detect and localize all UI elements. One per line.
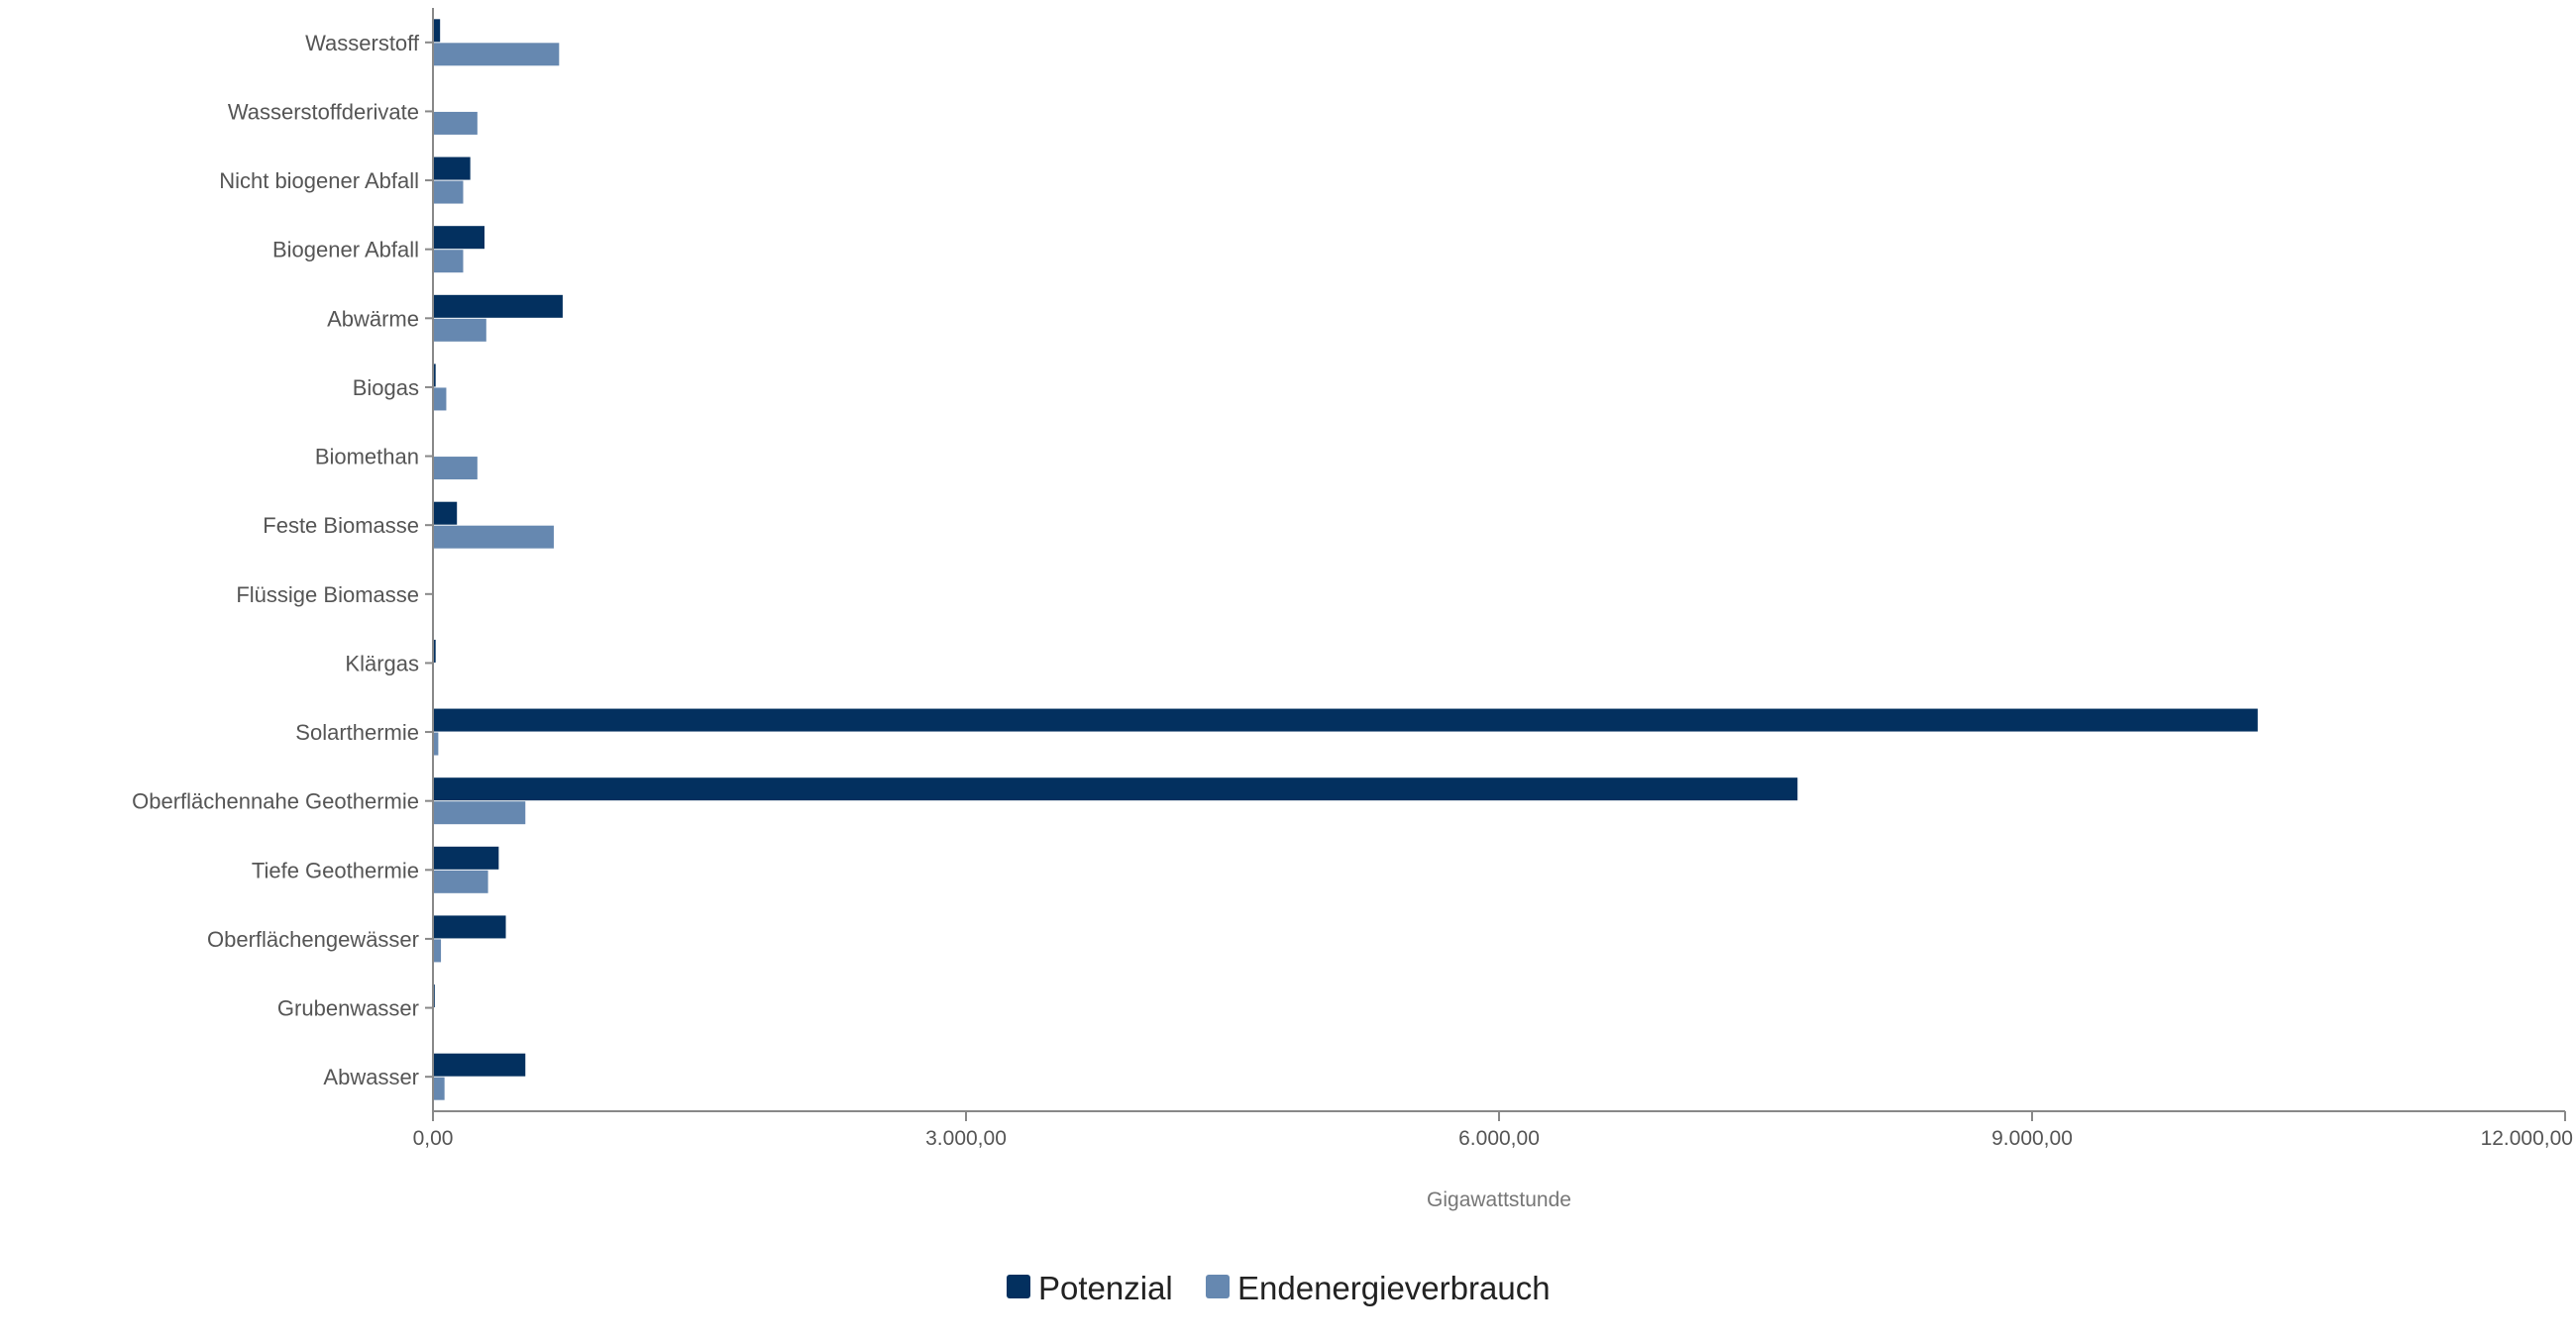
legend-swatch-potenzial[interactable] xyxy=(1007,1275,1030,1298)
bar-potenzial[interactable] xyxy=(433,708,2258,732)
bar-endenergieverbrauch[interactable] xyxy=(433,387,447,411)
bar-potenzial[interactable] xyxy=(433,501,458,525)
x-tick-label: 6.000,00 xyxy=(1458,1127,1540,1150)
category-label: Biogener Abfall xyxy=(272,238,419,262)
bar-endenergieverbrauch[interactable] xyxy=(433,457,478,480)
x-axis-title: Gigawattstunde xyxy=(1427,1188,1571,1211)
legend-label-endenergieverbrauch[interactable]: Endenergieverbrauch xyxy=(1237,1270,1551,1306)
x-tick-label: 3.000,00 xyxy=(925,1127,1007,1150)
category-label: Wasserstoff xyxy=(305,31,420,55)
bar-potenzial[interactable] xyxy=(433,639,436,663)
category-label: Oberflächennahe Geothermie xyxy=(132,789,419,814)
bar-potenzial[interactable] xyxy=(433,294,563,318)
bars-group xyxy=(433,19,2258,1100)
category-label: Tiefe Geothermie xyxy=(252,858,419,882)
bar-potenzial[interactable] xyxy=(433,777,1798,801)
bar-endenergieverbrauch[interactable] xyxy=(433,732,439,756)
legend-swatch-endenergieverbrauch[interactable] xyxy=(1206,1275,1230,1298)
category-label: Solarthermie xyxy=(295,720,419,745)
x-tick-label: 12.000,00 xyxy=(2481,1127,2573,1150)
bar-endenergieverbrauch[interactable] xyxy=(433,525,554,549)
bar-endenergieverbrauch[interactable] xyxy=(433,870,488,893)
category-label: Flüssige Biomasse xyxy=(236,582,419,607)
category-label: Abwasser xyxy=(323,1065,419,1089)
bar-potenzial[interactable] xyxy=(433,226,485,250)
bar-potenzial[interactable] xyxy=(433,915,506,939)
legend-label-potenzial[interactable]: Potenzial xyxy=(1038,1270,1173,1306)
axes-group xyxy=(432,8,2565,1112)
category-label: Wasserstoffderivate xyxy=(228,99,419,124)
x-axis-ticks: 0,00 3.000,00 6.000,00 9.000,00 12.000,00 xyxy=(413,1111,2573,1150)
bar-endenergieverbrauch[interactable] xyxy=(433,111,478,135)
bar-potenzial[interactable] xyxy=(433,1053,526,1077)
x-tick-label: 9.000,00 xyxy=(1991,1127,2073,1150)
bar-endenergieverbrauch[interactable] xyxy=(433,801,526,825)
bar-endenergieverbrauch[interactable] xyxy=(433,250,464,273)
bar-potenzial[interactable] xyxy=(433,19,441,43)
bar-potenzial[interactable] xyxy=(433,846,499,870)
x-tick-label: 0,00 xyxy=(413,1127,454,1150)
bar-potenzial[interactable] xyxy=(433,363,436,387)
category-label: Feste Biomasse xyxy=(263,513,419,538)
category-labels: Wasserstoff Wasserstoffderivate Nicht biog… xyxy=(132,31,433,1089)
bar-endenergieverbrauch[interactable] xyxy=(433,939,442,963)
category-label: Grubenwasser xyxy=(277,996,419,1021)
category-label: Oberflächengewässer xyxy=(207,927,419,952)
legend: Potenzial Endenergieverbrauch xyxy=(1007,1270,1551,1306)
bar-endenergieverbrauch[interactable] xyxy=(433,1077,445,1100)
category-label: Biomethan xyxy=(315,445,419,469)
category-label: Nicht biogener Abfall xyxy=(219,168,419,193)
bar-endenergieverbrauch[interactable] xyxy=(433,43,560,66)
bar-endenergieverbrauch[interactable] xyxy=(433,180,464,204)
bar-potenzial[interactable] xyxy=(433,156,471,180)
category-label: Klärgas xyxy=(345,651,419,675)
category-label: Abwärme xyxy=(327,306,419,331)
bar-endenergieverbrauch[interactable] xyxy=(433,318,486,342)
category-label: Biogas xyxy=(353,375,419,400)
